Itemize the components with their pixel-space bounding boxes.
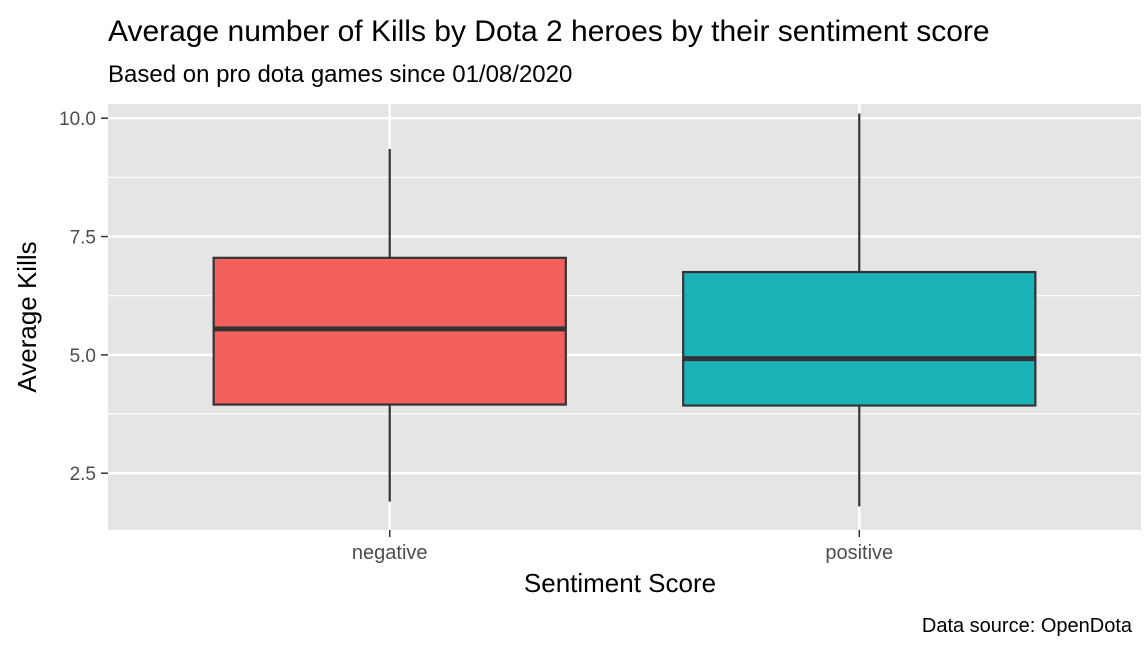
x-tick-label: negative [352,542,428,564]
box-positive [682,113,1037,507]
y-tick-label: 2.5 [70,464,96,485]
y-tick-label: 10.0 [59,109,96,130]
x-axis: negative positive [352,530,893,564]
box-iqr [682,270,1037,407]
x-tick-label: positive [825,542,893,564]
chart-subtitle: Based on pro dota games since 01/08/2020 [108,61,572,88]
y-axis: 2.5 5.0 7.5 10.0 [59,109,108,485]
y-axis-title: Average Kills [12,241,42,392]
box-negative [212,148,567,502]
x-axis-title: Sentiment Score [524,568,716,598]
boxes [212,113,1037,507]
y-tick-label: 5.0 [70,346,96,367]
y-tick-label: 7.5 [70,228,96,249]
chart-caption: Data source: OpenDota [922,615,1133,637]
chart-title: Average number of Kills by Dota 2 heroes… [108,15,990,48]
